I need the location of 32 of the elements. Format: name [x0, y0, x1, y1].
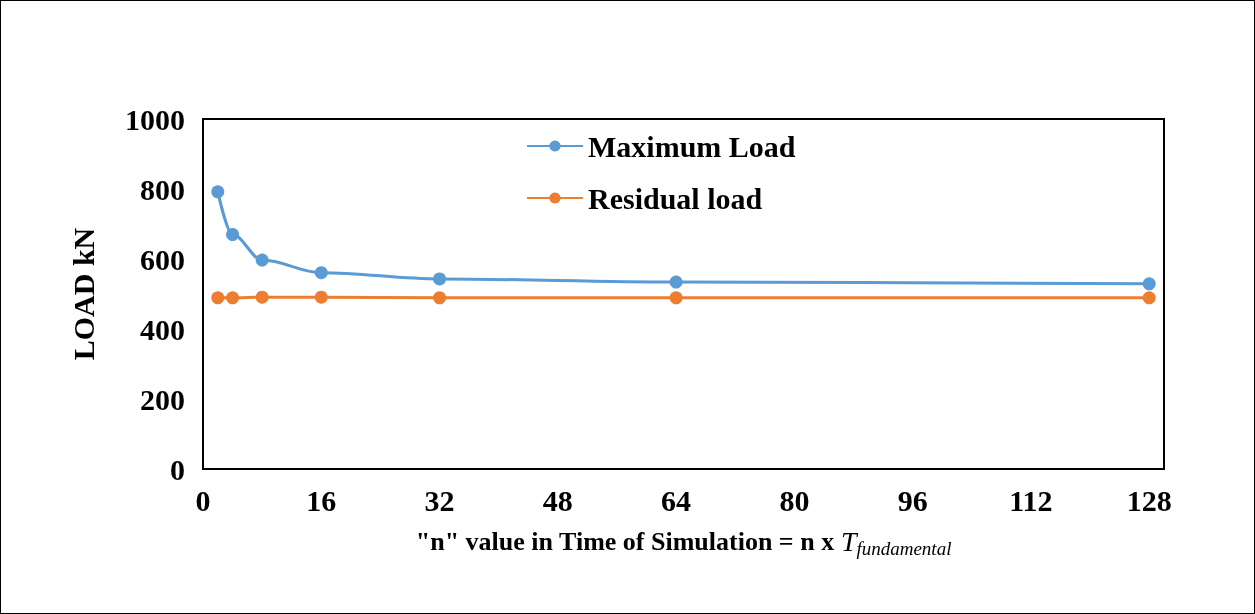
- y-tick-label: 800: [140, 172, 185, 206]
- x-tick-label: 128: [1126, 483, 1172, 517]
- x-tick-label: 48: [542, 483, 573, 517]
- point: [226, 291, 240, 305]
- point: [211, 185, 225, 199]
- legend-label: Residual load: [588, 181, 763, 215]
- point: [1142, 277, 1156, 291]
- y-tick-label: 400: [140, 312, 185, 346]
- y-tick-label: 600: [140, 242, 185, 276]
- point: [433, 291, 447, 305]
- point: [255, 253, 269, 267]
- point: [314, 290, 328, 304]
- y-tick-label: 1000: [125, 102, 185, 136]
- x-tick-label: 32: [424, 483, 455, 517]
- y-tick-label: 200: [140, 382, 185, 416]
- point: [1142, 291, 1156, 305]
- point: [433, 272, 447, 286]
- x-tick-label: 80: [779, 483, 810, 517]
- point: [255, 290, 269, 304]
- x-tick-label: 64: [661, 483, 692, 517]
- point: [314, 266, 328, 280]
- point: [669, 275, 683, 289]
- x-tick-label: 112: [1009, 483, 1053, 517]
- x-tick-label: 96: [897, 483, 928, 517]
- y-axis-title: LOAD kN: [66, 227, 100, 361]
- point: [669, 291, 683, 305]
- legend-label: Maximum Load: [588, 129, 796, 163]
- x-tick-label: 16: [306, 483, 337, 517]
- x-tick-label: 0: [195, 483, 211, 517]
- point: [211, 291, 225, 305]
- point: [226, 228, 240, 241]
- y-tick-label: 0: [170, 452, 185, 486]
